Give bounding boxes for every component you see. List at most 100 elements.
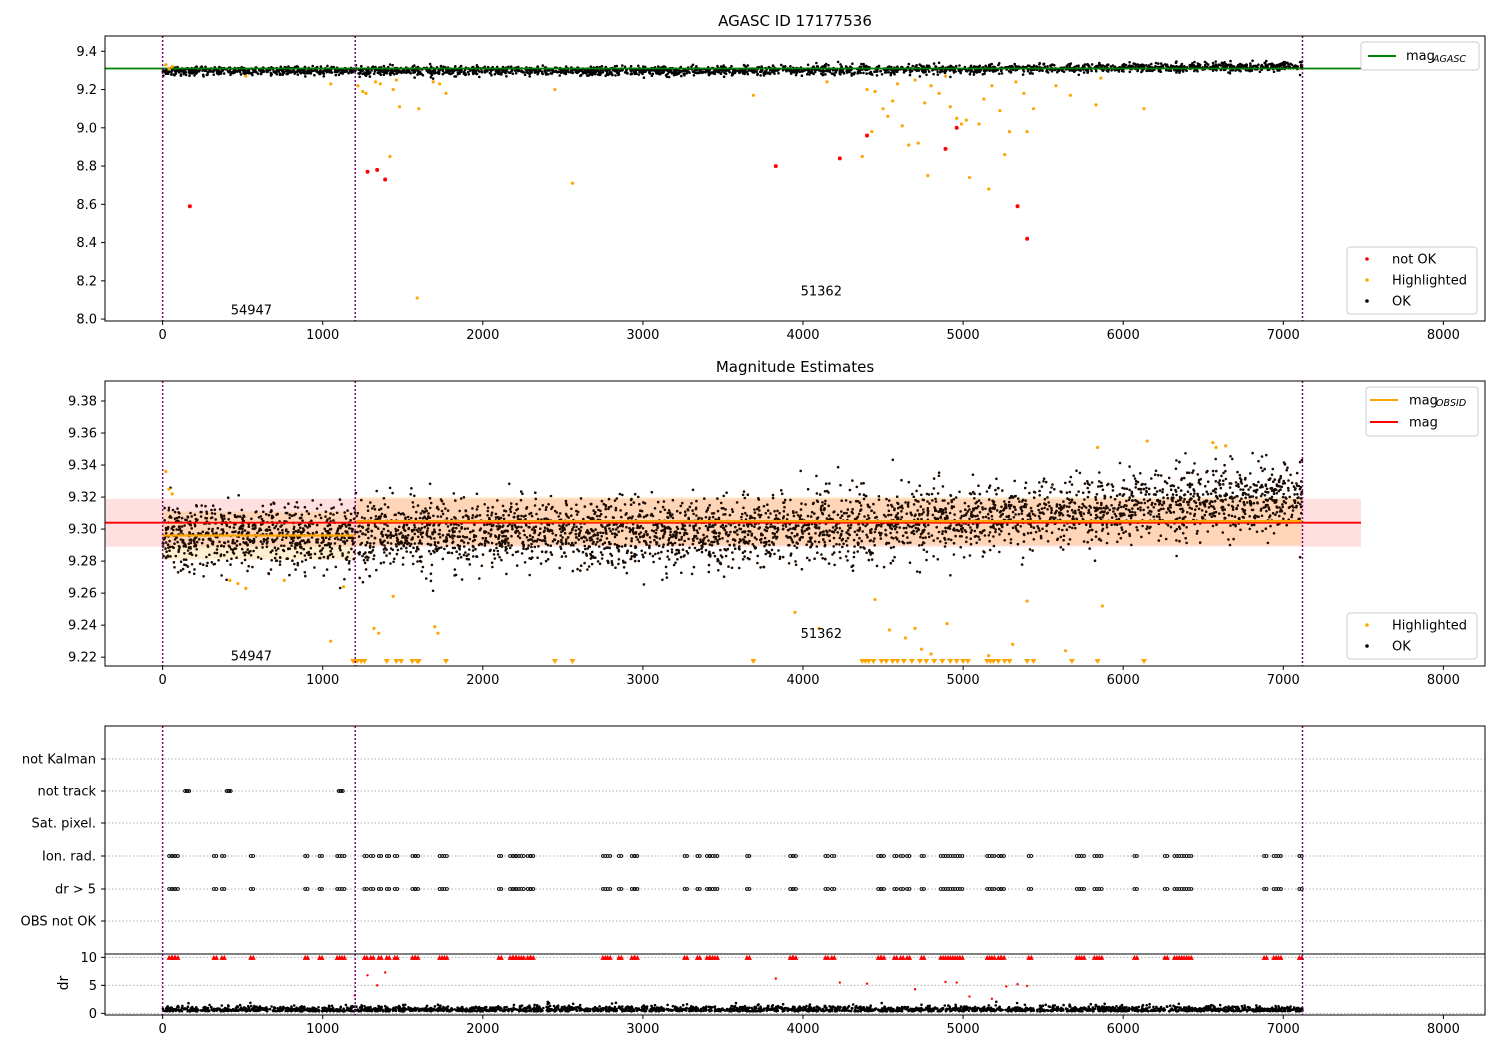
ok-point bbox=[463, 536, 467, 539]
ok-point bbox=[1167, 476, 1171, 480]
ok-point bbox=[417, 530, 420, 533]
ok-point bbox=[1034, 530, 1038, 534]
ok-point bbox=[179, 569, 183, 572]
ok-point bbox=[962, 556, 966, 559]
not-ok-point bbox=[773, 164, 778, 169]
ok-point bbox=[292, 536, 296, 539]
ok-point bbox=[261, 542, 264, 546]
ok-point bbox=[670, 69, 673, 73]
ok-point bbox=[616, 526, 620, 529]
p1-xtick-label: 3000 bbox=[626, 328, 659, 343]
ok-point bbox=[927, 70, 931, 73]
ok-point bbox=[1079, 511, 1083, 514]
ok-point bbox=[779, 63, 783, 67]
ok-point bbox=[510, 525, 514, 528]
ok-point bbox=[1139, 508, 1142, 512]
ok-point bbox=[1178, 65, 1182, 68]
ok-point bbox=[926, 509, 930, 513]
ok-point bbox=[832, 72, 836, 75]
ok-point bbox=[1012, 516, 1016, 519]
ok-point bbox=[1237, 63, 1240, 67]
ok-point bbox=[1060, 506, 1063, 510]
ok-point bbox=[383, 544, 386, 547]
ok-point bbox=[347, 71, 350, 75]
ok-point bbox=[719, 72, 723, 76]
ok-point bbox=[256, 555, 260, 559]
ok-point bbox=[655, 541, 659, 544]
ok-point bbox=[1139, 472, 1142, 475]
highlighted-point bbox=[415, 296, 419, 300]
ok-point bbox=[1167, 69, 1170, 72]
ok-point bbox=[663, 530, 667, 534]
ok-point bbox=[405, 550, 409, 553]
ok-point bbox=[375, 568, 378, 572]
ok-point bbox=[1222, 483, 1225, 486]
ok-point bbox=[462, 541, 466, 544]
ok-point bbox=[877, 523, 881, 527]
ok-point bbox=[741, 512, 744, 516]
ok-point bbox=[1069, 62, 1073, 65]
ok-point bbox=[767, 539, 771, 543]
ok-point bbox=[1285, 523, 1288, 527]
ok-point bbox=[648, 536, 652, 539]
ok-point bbox=[1233, 515, 1237, 518]
highlighted-point bbox=[873, 89, 877, 94]
ok-point bbox=[320, 552, 323, 556]
ok-point bbox=[325, 568, 329, 571]
p1-xtick-label: 1000 bbox=[306, 328, 339, 343]
ok-point bbox=[964, 69, 968, 73]
ok-point bbox=[633, 555, 636, 559]
ok-point bbox=[1223, 61, 1226, 64]
ok-point bbox=[506, 524, 510, 528]
ok-point bbox=[1247, 493, 1250, 497]
ok-point bbox=[1225, 65, 1229, 68]
ok-point bbox=[331, 555, 335, 559]
ok-point bbox=[618, 524, 622, 528]
ok-point bbox=[629, 64, 633, 68]
ok-point bbox=[833, 563, 836, 567]
ok-point bbox=[520, 552, 524, 555]
ok-point bbox=[452, 526, 455, 530]
ok-point bbox=[1186, 483, 1190, 487]
ok-point bbox=[738, 547, 741, 551]
ok-point bbox=[1133, 504, 1136, 507]
ok-point bbox=[376, 71, 380, 74]
ok-point bbox=[885, 497, 888, 501]
ok-point bbox=[921, 65, 925, 68]
ok-point bbox=[379, 73, 383, 77]
ok-point bbox=[916, 517, 920, 521]
ok-point bbox=[896, 512, 900, 515]
ok-point bbox=[1263, 494, 1267, 497]
ok-point bbox=[338, 498, 342, 501]
ok-point bbox=[455, 550, 458, 553]
ok-point bbox=[577, 549, 581, 553]
ok-point bbox=[246, 537, 249, 541]
ok-point bbox=[1286, 486, 1290, 490]
ok-point bbox=[1272, 492, 1276, 496]
ok-point bbox=[765, 549, 768, 552]
ok-point bbox=[227, 518, 230, 521]
ok-point bbox=[908, 525, 911, 528]
ok-point bbox=[674, 553, 677, 556]
ok-point bbox=[1279, 474, 1283, 478]
ok-point bbox=[405, 70, 409, 73]
ok-point bbox=[239, 73, 243, 76]
ok-point bbox=[629, 544, 633, 548]
ok-point bbox=[900, 510, 903, 513]
ok-point bbox=[428, 62, 432, 66]
ok-point bbox=[347, 562, 351, 565]
ok-point bbox=[321, 71, 325, 74]
ok-point bbox=[468, 563, 472, 566]
ok-point bbox=[868, 505, 871, 509]
ok-point bbox=[466, 70, 470, 74]
ok-point bbox=[805, 72, 809, 76]
ok-point bbox=[511, 72, 515, 75]
ok-point bbox=[351, 70, 355, 74]
ok-point bbox=[848, 488, 852, 492]
highlighted-point bbox=[943, 74, 948, 78]
ok-point bbox=[206, 561, 209, 565]
ok-point bbox=[1241, 64, 1245, 68]
ok-point bbox=[298, 541, 302, 544]
ok-point bbox=[911, 64, 914, 68]
ok-point bbox=[1293, 499, 1297, 502]
